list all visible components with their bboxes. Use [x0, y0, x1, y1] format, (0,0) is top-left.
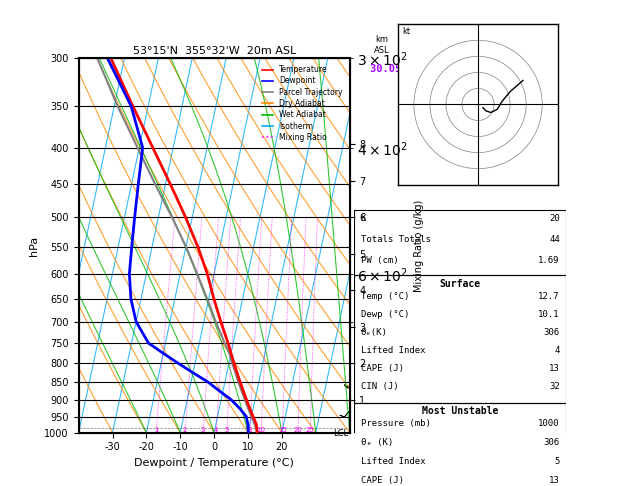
Text: 20: 20	[294, 427, 303, 433]
Text: 10: 10	[257, 427, 265, 433]
Text: 13: 13	[549, 364, 560, 373]
Text: θₑ(K): θₑ(K)	[361, 328, 387, 337]
Text: 1: 1	[154, 427, 159, 433]
Text: 30.05.2024  00GMT  (Base: 06): 30.05.2024 00GMT (Base: 06)	[370, 64, 551, 74]
Text: 12.7: 12.7	[538, 292, 560, 301]
Text: 1.69: 1.69	[538, 256, 560, 264]
Text: 3: 3	[201, 427, 205, 433]
Text: K: K	[361, 214, 366, 223]
Y-axis label: hPa: hPa	[29, 235, 39, 256]
Bar	[355, 210, 566, 276]
Text: 25: 25	[306, 427, 314, 433]
Text: CIN (J): CIN (J)	[361, 382, 398, 391]
Text: CAPE (J): CAPE (J)	[361, 364, 404, 373]
Y-axis label: Mixing Ratio (g/kg): Mixing Ratio (g/kg)	[413, 199, 423, 292]
Text: Totals Totals: Totals Totals	[361, 235, 431, 243]
Legend: Temperature, Dewpoint, Parcel Trajectory, Dry Adiabat, Wet Adiabat, Isotherm, Mi: Temperature, Dewpoint, Parcel Trajectory…	[259, 62, 346, 145]
Text: 10.1: 10.1	[538, 310, 560, 319]
Text: 306: 306	[543, 438, 560, 447]
Text: 1000: 1000	[538, 419, 560, 429]
Text: 15: 15	[278, 427, 287, 433]
Text: km
ASL: km ASL	[374, 35, 390, 54]
Text: 5: 5	[225, 427, 229, 433]
Text: Most Unstable: Most Unstable	[422, 406, 498, 417]
Bar	[355, 276, 566, 402]
Text: Dewp (°C): Dewp (°C)	[361, 310, 409, 319]
Title: 53°15'N  355°32'W  20m ASL: 53°15'N 355°32'W 20m ASL	[133, 46, 296, 56]
Text: Surface: Surface	[440, 279, 481, 289]
Text: 8: 8	[247, 427, 252, 433]
Text: Lifted Index: Lifted Index	[361, 457, 425, 466]
Text: 4: 4	[214, 427, 218, 433]
Text: kt: kt	[403, 27, 411, 36]
Text: 4: 4	[554, 346, 560, 355]
Text: 5: 5	[554, 457, 560, 466]
Text: Temp (°C): Temp (°C)	[361, 292, 409, 301]
Text: CAPE (J): CAPE (J)	[361, 476, 404, 485]
Text: LCL: LCL	[333, 429, 348, 438]
X-axis label: Dewpoint / Temperature (°C): Dewpoint / Temperature (°C)	[134, 458, 294, 468]
Text: Pressure (mb): Pressure (mb)	[361, 419, 431, 429]
Text: 2: 2	[183, 427, 187, 433]
Bar	[355, 402, 566, 486]
Text: PW (cm): PW (cm)	[361, 256, 398, 264]
Text: 32: 32	[549, 382, 560, 391]
Text: Lifted Index: Lifted Index	[361, 346, 425, 355]
Text: 13: 13	[549, 476, 560, 485]
Text: 44: 44	[549, 235, 560, 243]
Text: θₑ (K): θₑ (K)	[361, 438, 393, 447]
Text: 20: 20	[549, 214, 560, 223]
Text: 306: 306	[543, 328, 560, 337]
